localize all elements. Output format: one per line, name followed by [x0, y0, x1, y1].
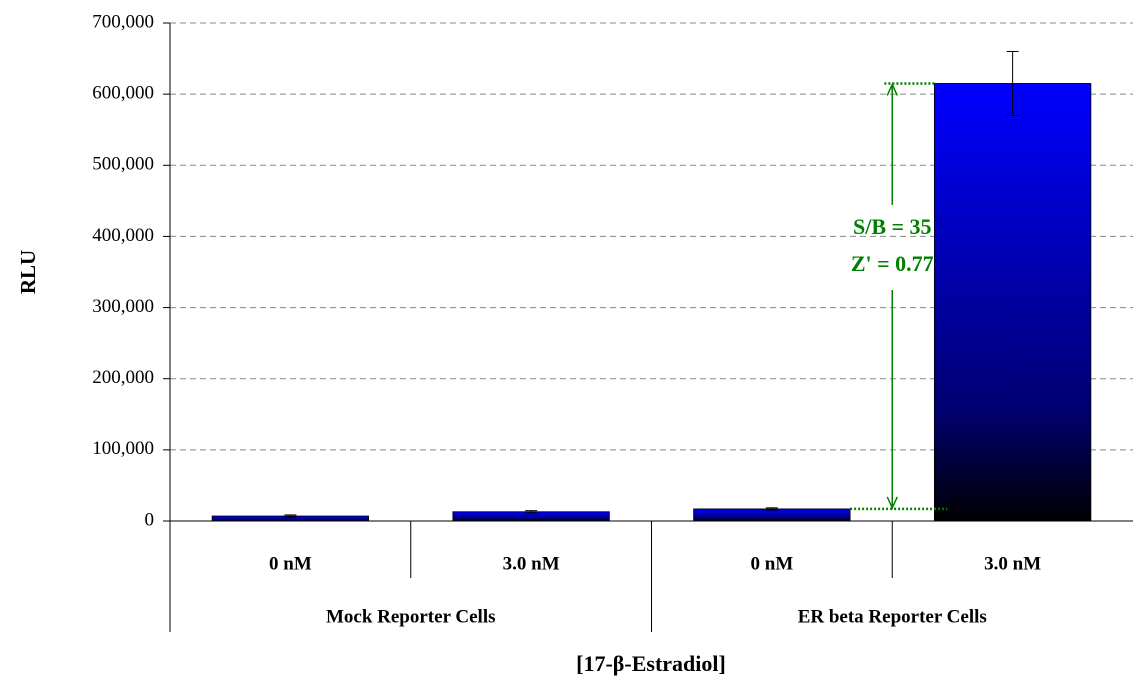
bar	[933, 83, 1092, 522]
y-tick-label: 100,000	[92, 438, 154, 459]
annotation-text: S/B = 35	[853, 214, 932, 239]
x-tick-label: 0 nM	[269, 553, 312, 574]
arrow-head	[886, 82, 898, 96]
y-tick-label: 500,000	[92, 154, 154, 175]
y-axis-title: RLU	[16, 250, 40, 294]
x-tick-label: 0 nM	[751, 553, 794, 574]
group-label: ER beta Reporter Cells	[798, 606, 987, 627]
y-tick-label: 200,000	[92, 367, 154, 388]
bar	[693, 508, 851, 522]
annotation-text: Z' = 0.77	[851, 251, 934, 276]
y-tick-label: 0	[145, 509, 155, 530]
x-tick-label: 3.0 nM	[503, 553, 560, 574]
y-tick-label: 600,000	[92, 83, 154, 104]
arrow-head	[886, 496, 898, 510]
y-tick-label: 300,000	[92, 296, 154, 317]
y-tick-label: 400,000	[92, 225, 154, 246]
y-tick-label: 700,000	[92, 11, 154, 32]
x-tick-label: 3.0 nM	[984, 553, 1041, 574]
group-label: Mock Reporter Cells	[326, 606, 496, 627]
x-axis-title: [17-β-Estradiol]	[576, 651, 726, 676]
